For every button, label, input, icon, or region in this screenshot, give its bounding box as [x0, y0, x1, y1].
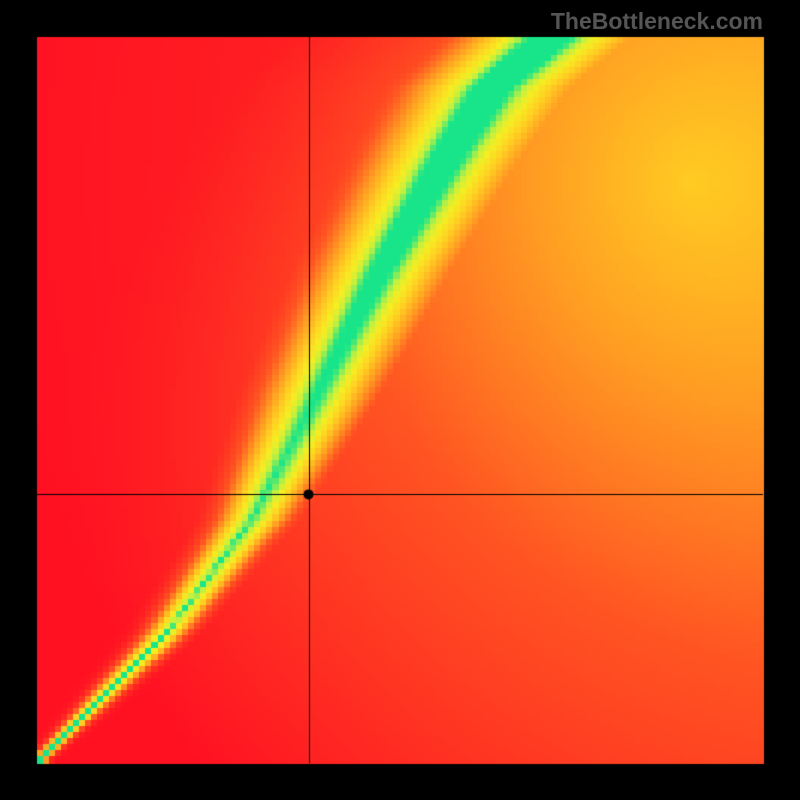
chart-container: TheBottleneck.com — [0, 0, 800, 800]
heatmap-canvas — [0, 0, 800, 800]
watermark-text: TheBottleneck.com — [551, 8, 763, 35]
